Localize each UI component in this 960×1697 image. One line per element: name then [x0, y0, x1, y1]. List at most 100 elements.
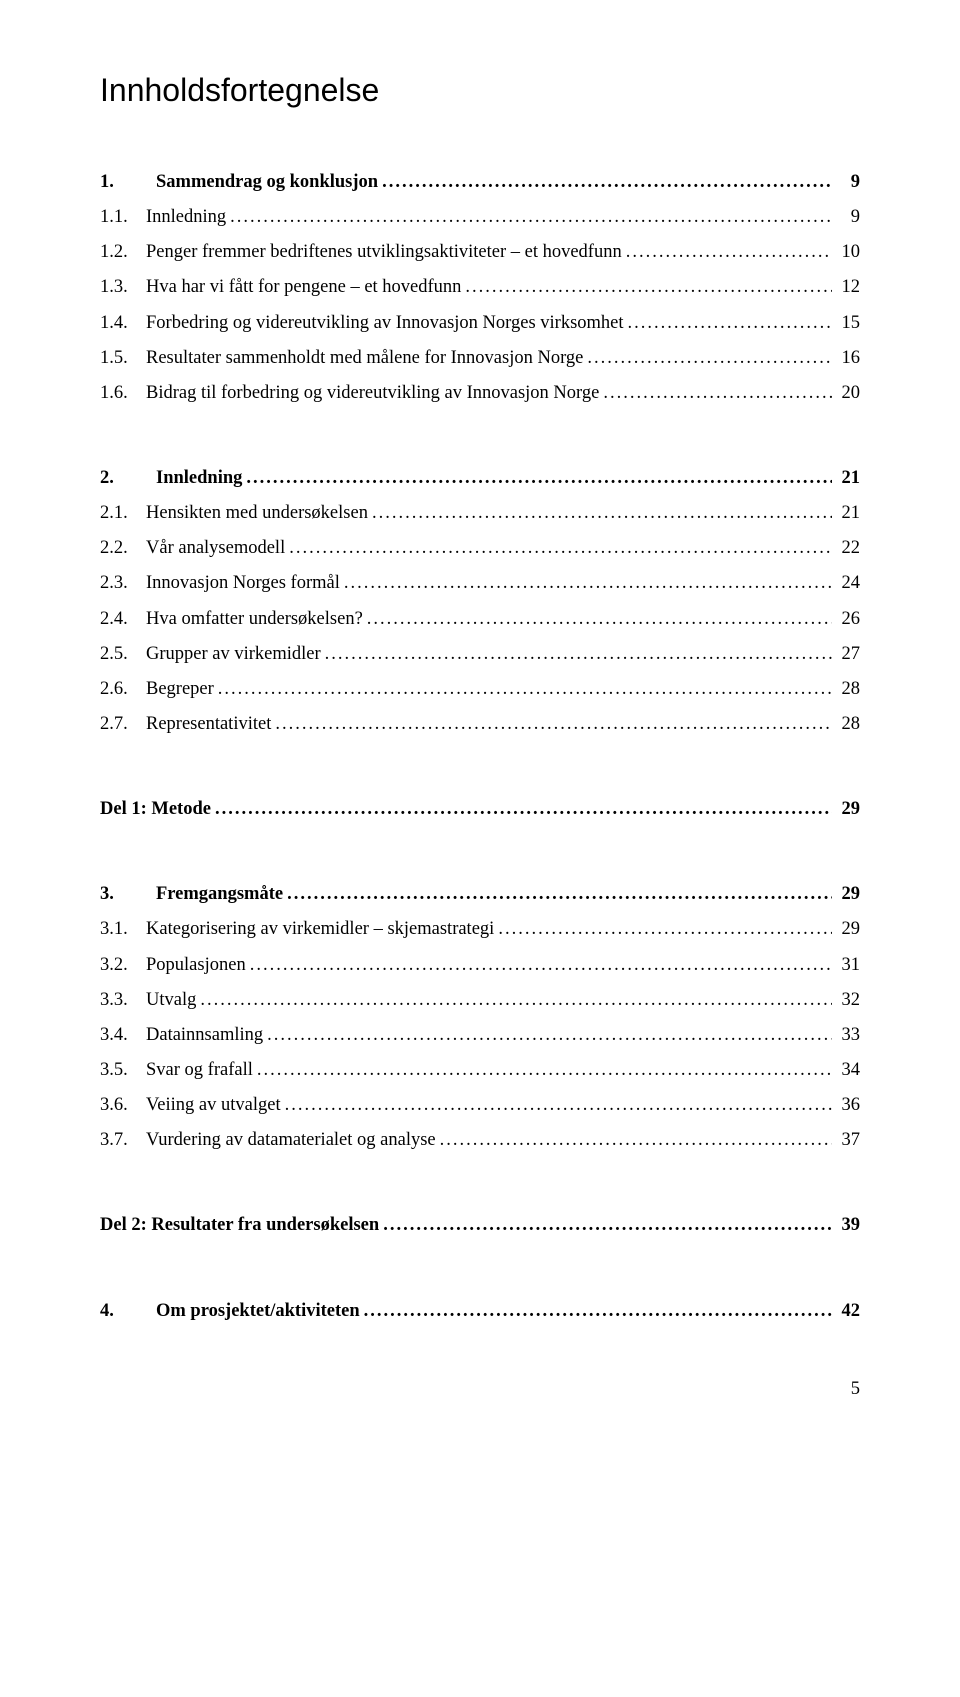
- toc-entry-number: 2.5.: [100, 637, 146, 672]
- toc-entry-label: Fremgangsmåte: [156, 877, 283, 912]
- toc-leader: ........................................…: [281, 1088, 832, 1123]
- toc-heading-row: Del 2: Resultater fra undersøkelsen.....…: [100, 1208, 860, 1243]
- toc-entry-page: 28: [832, 672, 860, 707]
- toc-entry-number: 1.1.: [100, 200, 146, 235]
- toc-sub-row: 2.6.Begreper............................…: [100, 672, 860, 707]
- toc-leader: ........................................…: [226, 200, 832, 235]
- toc-heading-row: 2.Innledning............................…: [100, 461, 860, 496]
- toc-sub-row: 3.1.Kategorisering av virkemidler – skje…: [100, 912, 860, 947]
- toc-entry-number: 1.: [100, 165, 156, 200]
- toc-entry-label: Sammendrag og konklusjon: [156, 165, 378, 200]
- toc-entry-page: 10: [832, 235, 860, 270]
- toc-sub-row: 2.1.Hensikten med undersøkelsen.........…: [100, 496, 860, 531]
- toc-leader: ........................................…: [285, 531, 832, 566]
- toc-sub-row: 3.4.Datainnsamling......................…: [100, 1018, 860, 1053]
- toc-entry-label: Populasjonen: [146, 948, 246, 983]
- toc-entry-label: Hva omfatter undersøkelsen?: [146, 602, 363, 637]
- toc-sub-row: 3.5.Svar og frafall.....................…: [100, 1053, 860, 1088]
- toc-entry-page: 36: [832, 1088, 860, 1123]
- toc-entry-label: Grupper av virkemidler: [146, 637, 321, 672]
- toc-entry-number: 3.1.: [100, 912, 146, 947]
- toc-leader: ........................................…: [461, 270, 832, 305]
- toc-entry-label: Bidrag til forbedring og videreutvikling…: [146, 376, 599, 411]
- toc-entry-label: Innovasjon Norges formål: [146, 566, 340, 601]
- toc-entry-number: 1.3.: [100, 270, 146, 305]
- toc-sub-row: 1.2.Penger fremmer bedriftenes utvikling…: [100, 235, 860, 270]
- toc-leader: ........................................…: [436, 1123, 832, 1158]
- toc-entry-label: Svar og frafall: [146, 1053, 253, 1088]
- toc-entry-label: Innledning: [156, 461, 242, 496]
- toc-entry-label: Vår analysemodell: [146, 531, 285, 566]
- toc-entry-page: 27: [832, 637, 860, 672]
- toc-entry-number: 2.: [100, 461, 156, 496]
- toc-entry-page: 26: [832, 602, 860, 637]
- toc-entry-number: 3.2.: [100, 948, 146, 983]
- toc-entry-page: 15: [832, 306, 860, 341]
- toc-entry-label: Kategorisering av virkemidler – skjemast…: [146, 912, 494, 947]
- toc-sub-row: 1.5.Resultater sammenholdt med målene fo…: [100, 341, 860, 376]
- toc-entry-page: 37: [832, 1123, 860, 1158]
- toc-heading-row: 3.Fremgangsmåte.........................…: [100, 877, 860, 912]
- toc-entry-page: 20: [832, 376, 860, 411]
- toc-leader: ........................................…: [622, 235, 832, 270]
- toc-entry-page: 28: [832, 707, 860, 742]
- toc-entry-page: 21: [832, 461, 860, 496]
- toc-heading-row: Del 1: Metode...........................…: [100, 792, 860, 827]
- toc-entry-page: 24: [832, 566, 860, 601]
- toc-entry-number: 3.: [100, 877, 156, 912]
- toc-entry-number: 1.4.: [100, 306, 146, 341]
- toc-entry-number: 1.2.: [100, 235, 146, 270]
- toc-entry-number: 1.5.: [100, 341, 146, 376]
- toc-heading-row: 4.Om prosjektet/aktiviteten.............…: [100, 1294, 860, 1329]
- toc-leader: ........................................…: [283, 877, 832, 912]
- page-title: Innholdsfortegnelse: [100, 72, 860, 109]
- toc-sub-row: 1.6.Bidrag til forbedring og videreutvik…: [100, 376, 860, 411]
- toc-entry-page: 34: [832, 1053, 860, 1088]
- toc-entry-number: 2.7.: [100, 707, 146, 742]
- toc-entry-label: Forbedring og videreutvikling av Innovas…: [146, 306, 624, 341]
- toc-entry-label: Begreper: [146, 672, 214, 707]
- page-number: 5: [100, 1379, 860, 1400]
- toc-leader: ........................................…: [583, 341, 832, 376]
- toc-leader: ........................................…: [624, 306, 832, 341]
- toc-sub-row: 3.7.Vurdering av datamaterialet og analy…: [100, 1123, 860, 1158]
- toc-sub-row: 2.2.Vår analysemodell...................…: [100, 531, 860, 566]
- toc-heading-row: 1.Sammendrag og konklusjon..............…: [100, 165, 860, 200]
- toc-entry-label: Vurdering av datamaterialet og analyse: [146, 1123, 436, 1158]
- toc-entry-page: 16: [832, 341, 860, 376]
- toc-entry-label: Representativitet: [146, 707, 271, 742]
- toc-entry-page: 21: [832, 496, 860, 531]
- toc-entry-page: 29: [832, 792, 860, 827]
- toc-entry-number: 2.6.: [100, 672, 146, 707]
- toc-entry-label: Penger fremmer bedriftenes utviklingsakt…: [146, 235, 622, 270]
- toc-entry-number: 2.3.: [100, 566, 146, 601]
- toc-leader: ........................................…: [340, 566, 832, 601]
- toc-leader: ........................................…: [360, 1294, 832, 1329]
- toc-leader: ........................................…: [242, 461, 832, 496]
- toc-entry-number: 3.6.: [100, 1088, 146, 1123]
- toc-entry-page: 32: [832, 983, 860, 1018]
- toc-entry-label: Hensikten med undersøkelsen: [146, 496, 368, 531]
- toc-entry-page: 9: [832, 165, 860, 200]
- toc-leader: ........................................…: [196, 983, 832, 1018]
- toc-entry-label: Del 1: Metode: [100, 792, 211, 827]
- toc-entry-number: 1.6.: [100, 376, 146, 411]
- toc-entry-page: 12: [832, 270, 860, 305]
- toc-entry-label: Del 2: Resultater fra undersøkelsen: [100, 1208, 379, 1243]
- toc-sub-row: 1.3.Hva har vi fått for pengene – et hov…: [100, 270, 860, 305]
- toc-entry-page: 22: [832, 531, 860, 566]
- toc-leader: ........................................…: [494, 912, 832, 947]
- toc-leader: ........................................…: [599, 376, 832, 411]
- toc-sub-row: 1.1.Innledning..........................…: [100, 200, 860, 235]
- toc-entry-page: 29: [832, 877, 860, 912]
- toc-entry-number: 3.3.: [100, 983, 146, 1018]
- toc-sub-row: 2.3.Innovasjon Norges formål............…: [100, 566, 860, 601]
- toc-leader: ........................................…: [368, 496, 832, 531]
- toc-entry-label: Om prosjektet/aktiviteten: [156, 1294, 360, 1329]
- toc-leader: ........................................…: [363, 602, 832, 637]
- toc-sub-row: 2.5.Grupper av virkemidler..............…: [100, 637, 860, 672]
- toc-entry-page: 42: [832, 1294, 860, 1329]
- toc-sub-row: 3.2.Populasjonen........................…: [100, 948, 860, 983]
- toc-leader: ........................................…: [246, 948, 832, 983]
- toc-leader: ........................................…: [379, 1208, 832, 1243]
